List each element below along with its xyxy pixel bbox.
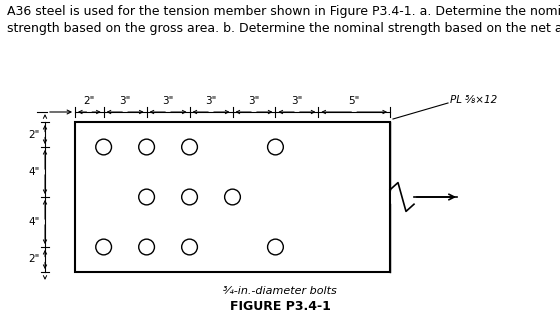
Text: 4": 4" [29,217,40,227]
Circle shape [181,239,198,255]
Text: PL ⅝×12: PL ⅝×12 [450,95,497,105]
Circle shape [181,139,198,155]
Circle shape [268,139,283,155]
Text: 2": 2" [29,255,40,264]
Text: 3": 3" [119,96,131,106]
Text: 5": 5" [348,96,360,106]
Circle shape [225,189,240,205]
Text: 3": 3" [248,96,260,106]
Circle shape [139,239,155,255]
Circle shape [139,189,155,205]
Text: A36 steel is used for the tension member shown in Figure P3.4-1. a. Determine th: A36 steel is used for the tension member… [7,5,560,35]
Circle shape [139,139,155,155]
Circle shape [268,239,283,255]
Text: FIGURE P3.4-1: FIGURE P3.4-1 [230,301,330,314]
Text: 2": 2" [29,130,40,139]
Text: 4": 4" [29,167,40,177]
Text: ¾-in.-diameter bolts: ¾-in.-diameter bolts [223,286,337,296]
Text: 3": 3" [291,96,302,106]
Text: 3": 3" [206,96,217,106]
Bar [75,122,390,272]
Circle shape [96,239,111,255]
Text: 3": 3" [162,96,174,106]
Text: 2": 2" [83,96,95,106]
Circle shape [96,139,111,155]
Circle shape [181,189,198,205]
